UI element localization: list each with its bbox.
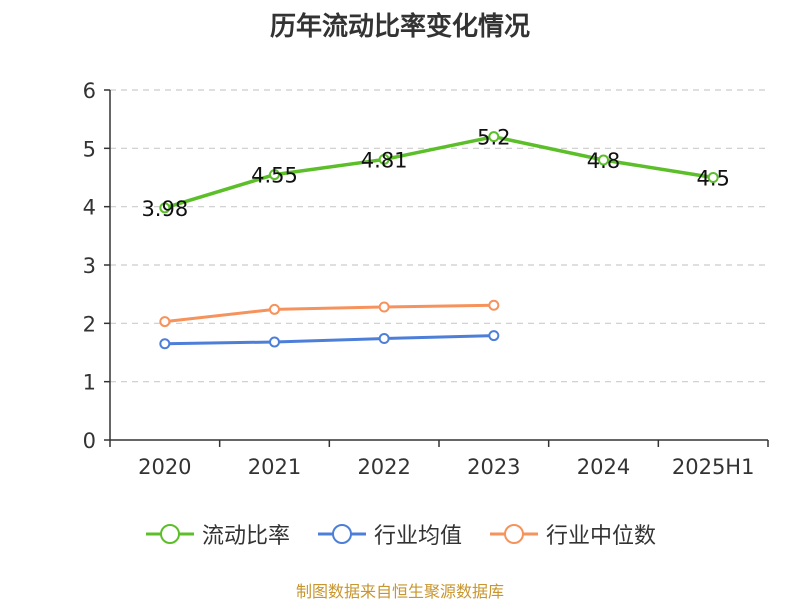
legend-label: 流动比率 xyxy=(201,524,290,549)
series-line xyxy=(164,134,714,210)
data-point xyxy=(159,202,171,214)
data-point xyxy=(159,316,171,328)
x-tick-label: 2022 xyxy=(357,455,410,479)
y-tick-label: 5 xyxy=(83,137,96,161)
series-lines xyxy=(159,131,719,350)
data-point xyxy=(488,131,500,143)
legend: 流动比率 行业均值 行业中位数 xyxy=(0,518,800,550)
data-point xyxy=(269,303,280,315)
data-point xyxy=(707,172,719,183)
data-point xyxy=(378,301,390,313)
data-label: 4.5 xyxy=(696,167,729,191)
legend-marker-icon xyxy=(145,524,194,544)
source-note: 制图数据来自恒生聚源数据库 xyxy=(295,582,504,601)
x-tick-label: 2024 xyxy=(577,455,630,479)
legend-item[interactable]: 流动比率 xyxy=(144,518,290,550)
legend-marker-icon xyxy=(317,524,366,544)
line-chart: 0 1 2 3 4 5 6 2020 2021 2022 2023 2024 2025H1 3.98 4.… xyxy=(83,79,769,479)
y-tick-label: 2 xyxy=(83,312,96,336)
data-point xyxy=(269,169,280,181)
axes: 0 1 2 3 4 5 6 2020 2021 2022 2023 2024 2025H1 xyxy=(83,79,769,479)
x-tick-label: 2020 xyxy=(138,455,191,479)
data-point xyxy=(378,153,390,165)
y-tick-label: 3 xyxy=(83,254,96,278)
data-point xyxy=(269,336,280,348)
data-label: 4.55 xyxy=(251,164,298,188)
data-point xyxy=(159,338,171,350)
x-tick-label: 2021 xyxy=(248,455,301,479)
data-labels: 3.98 4.55 4.81 5.2 4.8 4.5 xyxy=(141,126,729,221)
legend-item[interactable]: 行业均值 xyxy=(316,518,462,550)
data-point xyxy=(488,299,500,311)
y-tick-label: 1 xyxy=(83,371,96,395)
legend-label: 行业均值 xyxy=(373,524,462,549)
y-tick-label: 4 xyxy=(83,196,96,220)
data-label: 4.8 xyxy=(587,149,620,173)
y-tick-label: 0 xyxy=(83,429,96,453)
y-tick-label: 6 xyxy=(83,79,96,103)
data-label: 3.98 xyxy=(141,197,188,221)
series-line xyxy=(164,303,494,324)
legend-label: 行业中位数 xyxy=(546,524,657,549)
x-tick-label: 2023 xyxy=(467,455,520,479)
legend-marker-icon xyxy=(490,524,538,544)
series-line xyxy=(164,334,494,346)
data-label: 4.81 xyxy=(361,148,408,172)
legend-item[interactable]: 行业中位数 xyxy=(488,518,656,550)
data-point xyxy=(488,330,500,342)
data-label: 5.2 xyxy=(477,126,510,150)
data-point xyxy=(378,333,390,344)
chart-title: 历年流动比率变化情况 xyxy=(269,12,530,42)
data-point xyxy=(598,154,609,166)
x-tick-label: 2025H1 xyxy=(672,455,755,479)
